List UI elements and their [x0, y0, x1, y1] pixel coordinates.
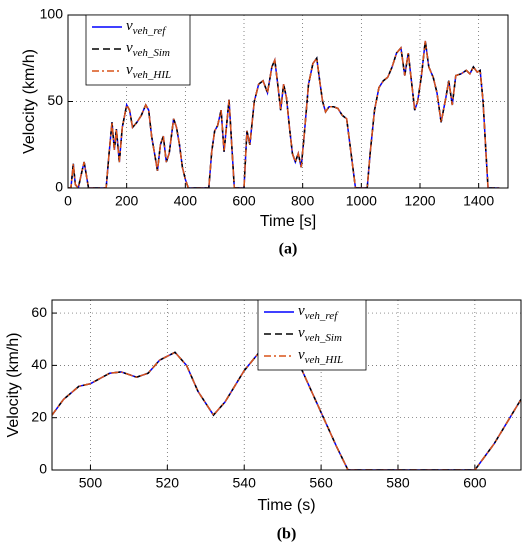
- legend-name: v: [126, 62, 133, 78]
- series-line: [68, 40, 500, 188]
- x-tick-label: 1400: [463, 193, 494, 209]
- legend-label: vveh_HIL: [126, 62, 171, 80]
- x-tick-label: 540: [233, 475, 257, 491]
- caption: (a): [279, 241, 298, 258]
- legend-label: vveh_Sim: [298, 325, 342, 343]
- x-tick-label: 400: [174, 193, 198, 209]
- legend-subscript: veh_HIL: [305, 354, 344, 366]
- legend-label: vveh_HIL: [298, 347, 343, 365]
- x-tick-label: 600: [463, 475, 487, 491]
- legend-name: v: [298, 303, 305, 319]
- x-tick-label: 0: [64, 193, 72, 209]
- x-tick-label: 500: [79, 475, 103, 491]
- y-axis-label: Velocity (km/h): [5, 333, 22, 438]
- legend-name: v: [298, 325, 305, 341]
- x-tick-label: 600: [232, 193, 256, 209]
- y-tick-label: 100: [40, 6, 64, 22]
- x-axis-label: Time [s]: [260, 213, 316, 230]
- x-tick-label: 200: [115, 193, 139, 209]
- x-tick-label: 800: [291, 193, 315, 209]
- legend-subscript: veh_HIL: [133, 69, 172, 81]
- legend-name: v: [126, 40, 133, 56]
- x-tick-label: 580: [386, 475, 410, 491]
- legend-label: vveh_ref: [126, 18, 167, 36]
- legend-name: v: [126, 18, 133, 34]
- y-tick-label: 0: [55, 179, 63, 195]
- legend-subscript: veh_ref: [133, 25, 168, 37]
- legend-subscript: veh_Sim: [133, 47, 170, 59]
- legend-label: vveh_Sim: [126, 40, 170, 58]
- legend-name: v: [298, 347, 305, 363]
- legend-subscript: veh_Sim: [305, 332, 342, 344]
- y-tick-label: 40: [31, 356, 47, 372]
- series-line: [52, 335, 521, 470]
- x-tick-label: 1000: [346, 193, 377, 209]
- x-tick-label: 560: [309, 475, 333, 491]
- y-tick-label: 50: [47, 92, 63, 108]
- y-tick-label: 20: [31, 408, 47, 424]
- y-tick-label: 0: [39, 461, 47, 477]
- legend-label: vveh_ref: [298, 303, 339, 321]
- x-axis-label: Time (s): [257, 497, 315, 514]
- plot-frame: [67, 14, 509, 189]
- y-axis-label: Velocity (km/h): [21, 49, 38, 154]
- legend-subscript: veh_ref: [305, 310, 340, 322]
- caption: (b): [277, 526, 297, 543]
- x-tick-label: 520: [156, 475, 180, 491]
- x-tick-label: 1200: [404, 193, 435, 209]
- y-tick-label: 60: [31, 304, 47, 320]
